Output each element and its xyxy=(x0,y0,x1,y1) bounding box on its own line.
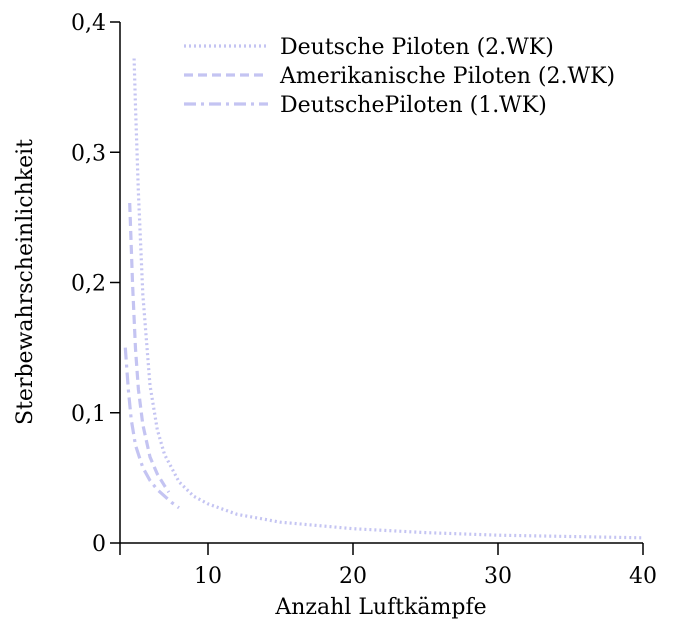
y-axis-title: Sterbewahrscheinlichkeit xyxy=(13,139,38,425)
legend-label-3: DeutschePiloten (1.WK) xyxy=(280,93,547,118)
x-axis-title: Anzahl Luftkämpfe xyxy=(274,595,486,620)
x-tick-label: 10 xyxy=(194,564,222,589)
y-axis-ticks: 0 0,1 0,2 0,3 0,4 xyxy=(71,11,120,557)
x-tick-label: 30 xyxy=(484,564,512,589)
x-tick-label: 40 xyxy=(629,564,657,589)
y-tick-label: 0,3 xyxy=(71,141,106,166)
legend-label-1: Deutsche Piloten (2.WK) xyxy=(280,35,554,60)
legend: Deutsche Piloten (2.WK) Amerikanische Pil… xyxy=(184,35,615,118)
x-tick-label: 20 xyxy=(339,564,367,589)
y-tick-label: 0,4 xyxy=(71,11,106,36)
x-axis-ticks: 10 20 30 40 xyxy=(119,543,657,589)
y-tick-label: 0 xyxy=(92,532,106,557)
series-line-1 xyxy=(132,58,642,540)
y-tick-label: 0,2 xyxy=(71,272,106,297)
series-line-3 xyxy=(123,347,180,510)
series-line-2 xyxy=(128,202,171,494)
y-tick-label: 0,1 xyxy=(71,402,106,427)
legend-label-2: Amerikanische Piloten (2.WK) xyxy=(279,64,615,89)
series-lines xyxy=(123,58,642,540)
